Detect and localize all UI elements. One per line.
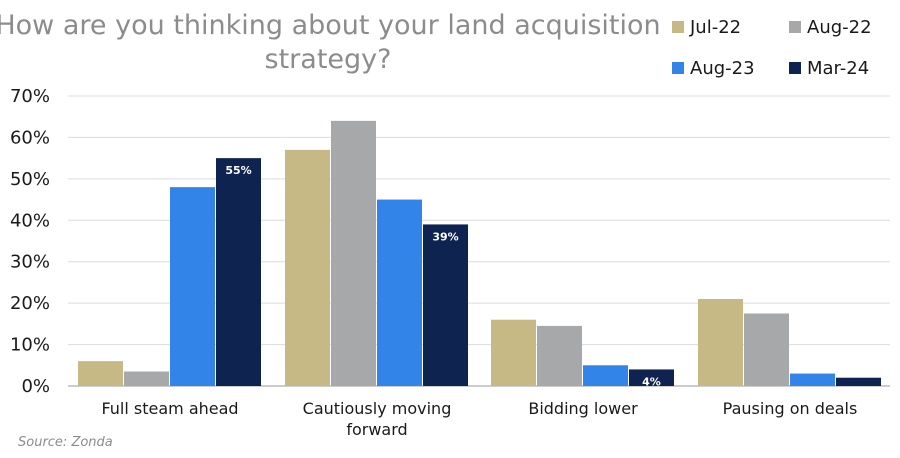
y-tick-label: 60% bbox=[10, 127, 50, 148]
y-tick-label: 40% bbox=[10, 210, 50, 231]
bars bbox=[78, 120, 881, 386]
legend-label: Mar-24 bbox=[807, 58, 869, 79]
y-tick-label: 0% bbox=[21, 376, 50, 397]
bar-jul-22 bbox=[698, 299, 743, 386]
data-label: 4% bbox=[642, 375, 661, 388]
bar-aug-23 bbox=[170, 187, 215, 386]
data-label: 39% bbox=[432, 230, 458, 243]
x-category-label: Cautiously moving bbox=[303, 399, 452, 418]
x-category-label: Pausing on deals bbox=[723, 399, 858, 418]
y-tick-label: 30% bbox=[10, 252, 50, 273]
legend-label: Jul-22 bbox=[689, 17, 741, 38]
chart-title-line: strategy? bbox=[265, 44, 392, 75]
bar-aug-23 bbox=[583, 365, 628, 386]
data-label: 55% bbox=[225, 164, 251, 177]
x-category-label: Full steam ahead bbox=[101, 399, 238, 418]
bar-mar-24 bbox=[629, 369, 674, 386]
legend: Jul-22 Aug-22 Aug-23 Mar-24 bbox=[672, 17, 872, 79]
data-labels: 55% 39% 4% bbox=[225, 164, 661, 388]
x-category-label: Bidding lower bbox=[528, 399, 638, 418]
bar-aug-23 bbox=[790, 373, 835, 386]
bar-mar-24 bbox=[836, 377, 881, 386]
x-axis-categories: Full steam ahead Cautiously moving forward… bbox=[101, 399, 857, 439]
legend-swatch bbox=[672, 62, 684, 74]
x-category-label: forward bbox=[346, 420, 407, 439]
y-tick-label: 50% bbox=[10, 169, 50, 190]
bar-jul-22 bbox=[285, 149, 330, 386]
chart-title: How are you thinking about your land acq… bbox=[0, 10, 661, 75]
legend-swatch bbox=[789, 21, 801, 33]
y-axis-ticks: 0% 10% 20% 30% 40% 50% 60% 70% bbox=[10, 86, 50, 397]
legend-swatch bbox=[789, 62, 801, 74]
bar-aug-22 bbox=[537, 325, 582, 386]
legend-swatch bbox=[672, 21, 684, 33]
legend-label: Aug-23 bbox=[690, 58, 755, 79]
bar-jul-22 bbox=[491, 319, 536, 386]
bar-mar-24 bbox=[216, 158, 261, 386]
source-note: Source: Zonda bbox=[18, 435, 113, 450]
y-tick-label: 70% bbox=[10, 86, 50, 107]
bar-aug-23 bbox=[377, 199, 422, 386]
legend-label: Aug-22 bbox=[807, 17, 872, 38]
bar-aug-22 bbox=[744, 313, 789, 386]
y-tick-label: 20% bbox=[10, 293, 50, 314]
chart-title-line: How are you thinking about your land acq… bbox=[0, 10, 661, 41]
bar-aug-22 bbox=[124, 371, 169, 386]
bar-aug-22 bbox=[331, 120, 376, 386]
bar-jul-22 bbox=[78, 361, 123, 386]
bar-mar-24 bbox=[423, 224, 468, 386]
y-tick-label: 10% bbox=[10, 335, 50, 356]
